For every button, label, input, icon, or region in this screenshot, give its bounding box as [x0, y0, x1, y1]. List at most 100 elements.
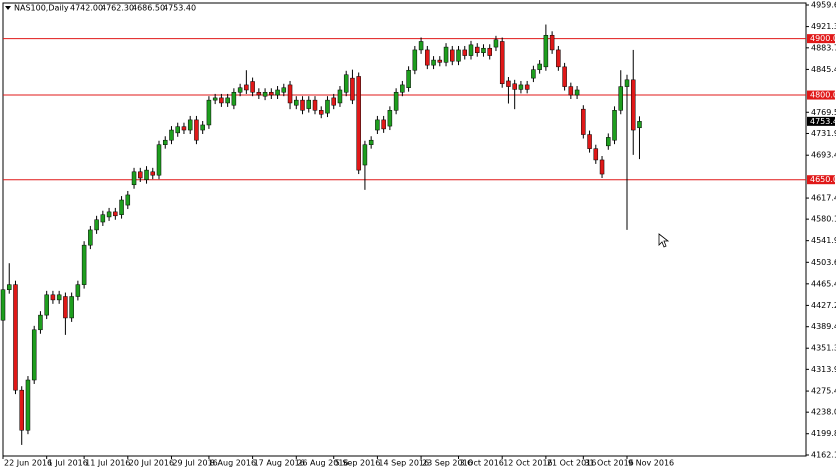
candle-body	[318, 110, 324, 115]
candle-body	[56, 294, 62, 301]
menu-triangle[interactable]	[5, 6, 11, 10]
y-tick-label: 4238.00	[811, 408, 836, 417]
level-label: 4900.00	[810, 34, 836, 43]
mouse-cursor	[658, 233, 670, 248]
candle-body	[331, 97, 336, 106]
x-tick-label: 31 Oct 2016	[584, 459, 633, 468]
candle-body	[156, 144, 162, 176]
candle-body	[219, 97, 224, 104]
candle-body	[150, 171, 156, 176]
level-label-box	[807, 175, 835, 185]
candle-body	[250, 81, 255, 93]
current-price-label: 4753.40	[810, 117, 836, 126]
x-tick-label: 9 Nov 2016	[628, 459, 674, 468]
y-tick-label: 4959.60	[811, 1, 836, 10]
x-tick-label: 11 Jul 2016	[85, 459, 130, 468]
candle-body	[543, 34, 549, 68]
candle-body	[531, 69, 536, 79]
candle-body	[474, 46, 480, 53]
candle-body	[206, 99, 212, 126]
candle-body	[450, 49, 455, 62]
candle-body	[487, 47, 492, 56]
candle-body	[294, 99, 299, 106]
candle-body	[94, 219, 99, 231]
candle-body	[393, 91, 399, 111]
candle-body	[200, 124, 205, 131]
y-tick-label: 4313.90	[811, 365, 836, 374]
y-tick-label: 4883.70	[811, 43, 836, 52]
candle-body	[38, 314, 43, 331]
candle-body	[275, 89, 280, 96]
candle-body	[0, 289, 6, 321]
candle-body	[549, 34, 555, 51]
candle-body	[574, 89, 580, 96]
candle-body	[537, 63, 542, 70]
x-tick-label: 20 Jul 2016	[129, 459, 174, 468]
candle-body	[343, 74, 349, 93]
y-tick-label: 4845.45	[811, 65, 836, 74]
y-tick-label: 4503.60	[811, 258, 836, 267]
y-tick-label: 4351.35	[811, 344, 836, 353]
y-tick-label: 4617.45	[811, 194, 836, 203]
candle-body	[381, 119, 386, 130]
candle-body	[194, 119, 199, 141]
candle-body	[506, 80, 511, 87]
candle-body	[599, 159, 605, 175]
header-value: 4753.40	[163, 4, 196, 13]
candle-body	[512, 83, 517, 90]
x-tick-label: 5 Sep 2016	[335, 459, 381, 468]
candle-body	[406, 69, 411, 88]
candle-body	[568, 86, 574, 96]
candle-body	[587, 134, 592, 149]
candle-body	[468, 44, 474, 56]
x-tick-label: 29 Jul 2016	[172, 459, 217, 468]
candle-body	[181, 126, 187, 131]
level-label-box	[807, 34, 835, 44]
candle-body	[312, 99, 318, 111]
candle-body	[499, 41, 505, 85]
candle-body	[606, 137, 611, 147]
candle-body	[19, 389, 24, 431]
x-tick-label: 1 Jul 2016	[48, 459, 88, 468]
candle-body	[119, 199, 124, 215]
candle-body	[443, 46, 449, 63]
candle-body	[125, 194, 131, 206]
header-value: 4762.30	[101, 4, 134, 13]
y-tick-label: 4731.90	[811, 129, 836, 138]
x-tick-label: 22 Jun 2016	[4, 459, 52, 468]
candle-body	[300, 99, 305, 111]
candle-body	[138, 171, 143, 179]
x-tick-label: 17 Aug 2016	[254, 459, 305, 468]
candle-body	[518, 84, 524, 90]
candle-body	[113, 211, 118, 217]
candle-body	[287, 84, 293, 104]
candle-body	[425, 49, 430, 66]
candle-body	[256, 91, 262, 96]
y-tick-label: 4541.95	[811, 236, 836, 245]
candle-body	[612, 110, 617, 141]
header-value: 4742.00	[70, 4, 103, 13]
candle-body	[187, 119, 193, 131]
candle-body	[6, 284, 12, 290]
current-price-box	[807, 116, 835, 126]
candle-body	[630, 79, 636, 131]
candle-body	[618, 86, 624, 111]
x-tick-label: 3 Oct 2016	[460, 459, 504, 468]
candle-body	[131, 171, 137, 186]
candle-body	[524, 84, 530, 90]
candle-body	[44, 294, 49, 316]
candle-body	[81, 244, 87, 285]
candle-body	[244, 84, 249, 91]
x-tick-label: 21 Oct 2016	[547, 459, 596, 468]
candle-body	[481, 47, 486, 53]
candle-body	[31, 329, 37, 381]
candle-body	[462, 49, 468, 56]
candle-body	[431, 59, 436, 66]
candle-body	[556, 49, 561, 68]
level-label: 4800.00	[810, 91, 836, 100]
candle-body	[493, 39, 499, 48]
y-tick-label: 4693.40	[811, 151, 836, 160]
candle-body	[637, 121, 642, 129]
candle-body	[25, 379, 31, 431]
